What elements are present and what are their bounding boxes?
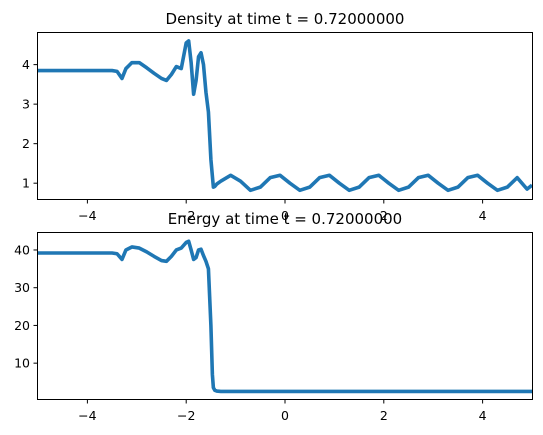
density-x-tick-label: 2 — [380, 208, 388, 223]
density-x-axis: −4 −2 0 2 4 — [78, 199, 487, 223]
energy-panel: 10 20 30 40 −4 −2 0 2 4 — [14, 232, 533, 423]
energy-series-line — [38, 239, 532, 394]
energy-plot-area — [38, 239, 532, 394]
density-series-line — [38, 39, 532, 193]
energy-title: Energy at time t = 0.72000000 — [168, 210, 402, 228]
energy-y-axis: 10 20 30 40 — [14, 242, 38, 371]
energy-axes-frame — [37, 232, 533, 400]
density-y-tick-label: 1 — [22, 176, 30, 191]
energy-y-tick-label: 40 — [14, 242, 30, 257]
density-x-tick-label: 0 — [281, 208, 289, 223]
density-y-tick-label: 2 — [22, 136, 30, 151]
density-panel: Density at time t = 0.72000000 1 2 3 4 −4 −2… — [22, 10, 533, 223]
density-axes-frame — [37, 32, 533, 200]
energy-y-tick-label: 10 — [14, 356, 30, 371]
energy-x-tick-label: −4 — [78, 408, 96, 423]
energy-y-tick-label: 20 — [14, 318, 30, 333]
density-y-tick-label: 4 — [22, 57, 30, 72]
energy-x-tick-label: 0 — [281, 408, 289, 423]
density-title: Density at time t = 0.72000000 — [166, 10, 405, 28]
density-x-tick-label: −4 — [78, 208, 96, 223]
energy-x-tick-label: −2 — [177, 408, 195, 423]
density-y-axis: 1 2 3 4 — [22, 57, 38, 191]
energy-x-tick-label: 4 — [479, 408, 487, 423]
density-y-tick-label: 3 — [22, 97, 30, 112]
density-plot-area — [38, 39, 532, 193]
energy-y-tick-label: 30 — [14, 280, 30, 295]
energy-x-axis: −4 −2 0 2 4 — [78, 399, 487, 423]
density-x-tick-label: 4 — [479, 208, 487, 223]
energy-x-tick-label: 2 — [380, 408, 388, 423]
density-x-tick-label: −2 — [177, 208, 195, 223]
